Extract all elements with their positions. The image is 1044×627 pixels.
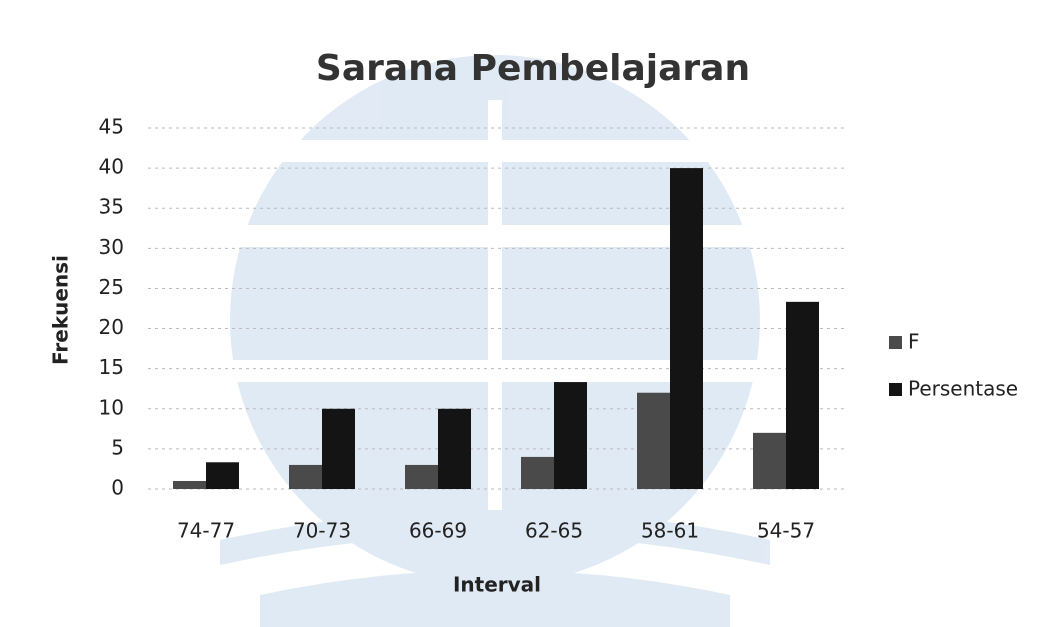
- bar: [322, 408, 355, 489]
- y-tick-label: 45: [99, 115, 124, 139]
- watermark-circle: [230, 55, 760, 585]
- legend-swatch: [889, 383, 902, 396]
- bar: [786, 301, 819, 489]
- watermark-band: [220, 140, 780, 162]
- x-tick-label: 74-77: [177, 519, 235, 543]
- y-tick-label: 40: [99, 155, 124, 179]
- watermark-band: [220, 360, 780, 382]
- y-tick-label: 5: [111, 435, 124, 459]
- x-tick-label: 62-65: [525, 519, 583, 543]
- y-tick-label: 20: [99, 315, 124, 339]
- legend-swatch: [889, 336, 902, 349]
- y-tick-label: 35: [99, 195, 124, 219]
- watermark: [220, 55, 780, 627]
- bar: [405, 464, 438, 489]
- bar: [173, 480, 206, 489]
- y-axis-title: Frekuensi: [49, 255, 73, 365]
- watermark-band: [220, 225, 780, 247]
- legend-label: Persentase: [908, 377, 1018, 401]
- bar: [521, 456, 554, 489]
- y-tick-label: 10: [99, 395, 124, 419]
- x-tick-label: 54-57: [757, 519, 815, 543]
- bar: [753, 432, 786, 489]
- bar: [670, 168, 703, 489]
- bar: [206, 462, 239, 489]
- x-axis-title: Interval: [453, 573, 541, 597]
- watermark-arc: [220, 510, 770, 565]
- y-tick-label: 30: [99, 235, 124, 259]
- y-tick-label: 25: [99, 275, 124, 299]
- x-tick-label: 58-61: [641, 519, 699, 543]
- watermark-split: [488, 100, 502, 520]
- watermark-arc: [260, 570, 730, 627]
- bar: [554, 382, 587, 489]
- bar: [637, 392, 670, 489]
- chart-title: Sarana Pembelajaran: [316, 48, 750, 89]
- bar: [289, 464, 322, 489]
- x-tick-label: 70-73: [293, 519, 351, 543]
- y-tick-label: 0: [111, 476, 124, 500]
- bar: [438, 408, 471, 489]
- y-tick-label: 15: [99, 355, 124, 379]
- x-tick-label: 66-69: [409, 519, 467, 543]
- legend-label: F: [908, 330, 920, 354]
